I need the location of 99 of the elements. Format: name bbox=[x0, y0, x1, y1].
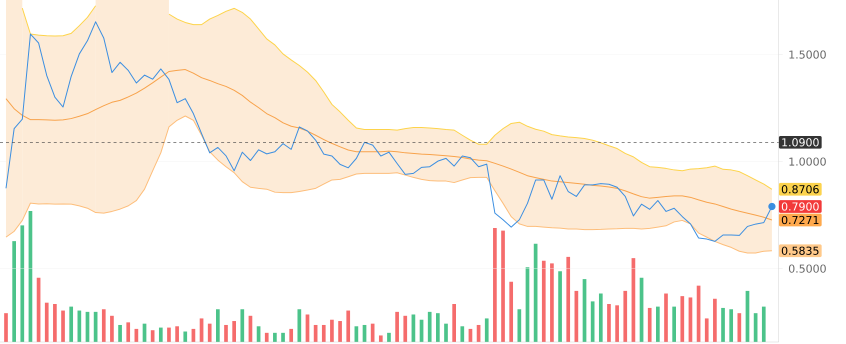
bar bbox=[680, 296, 684, 342]
bar bbox=[436, 313, 440, 342]
bar bbox=[192, 328, 196, 342]
bar bbox=[403, 316, 408, 342]
data-label: 0.7271 bbox=[782, 216, 818, 224]
bar bbox=[256, 326, 260, 342]
bar bbox=[721, 308, 725, 342]
y-tick-label: 1.5000 bbox=[789, 50, 826, 59]
bar bbox=[102, 309, 106, 342]
bar bbox=[12, 241, 16, 342]
bar bbox=[688, 297, 692, 342]
bar bbox=[338, 321, 342, 342]
ref-line-label: 1.0900 bbox=[782, 138, 819, 146]
bar bbox=[762, 306, 766, 342]
bar bbox=[590, 301, 595, 342]
bar bbox=[558, 271, 562, 342]
bar bbox=[428, 312, 432, 342]
bar bbox=[289, 328, 294, 342]
bar bbox=[517, 309, 522, 342]
bar bbox=[501, 230, 505, 342]
bar bbox=[232, 321, 236, 342]
bar bbox=[200, 318, 204, 342]
bar bbox=[664, 294, 668, 342]
bar bbox=[476, 324, 480, 342]
bar bbox=[656, 306, 660, 342]
bar bbox=[314, 324, 318, 342]
bar bbox=[737, 313, 742, 342]
bar bbox=[354, 326, 358, 342]
y-tick-label: 1.0000 bbox=[789, 157, 826, 166]
bar bbox=[468, 328, 472, 342]
bar bbox=[526, 267, 530, 342]
bar bbox=[118, 324, 122, 342]
bar bbox=[542, 260, 546, 342]
bar bbox=[623, 290, 628, 342]
data-label: 0.7900 bbox=[782, 202, 819, 211]
bar bbox=[110, 316, 114, 342]
bar bbox=[20, 225, 24, 342]
bar bbox=[167, 328, 171, 342]
bar bbox=[4, 313, 8, 342]
bar bbox=[566, 256, 570, 342]
bar bbox=[550, 263, 554, 342]
bar bbox=[493, 228, 497, 342]
y-tick-label: 0.5000 bbox=[788, 264, 826, 273]
bar bbox=[460, 326, 464, 342]
bar bbox=[615, 305, 619, 342]
bar bbox=[330, 320, 334, 342]
data-label: 0.8706 bbox=[782, 185, 819, 194]
bar bbox=[574, 290, 578, 342]
bar bbox=[534, 244, 538, 342]
bar bbox=[640, 278, 644, 342]
bar bbox=[248, 316, 252, 342]
bar bbox=[134, 328, 138, 342]
bar bbox=[607, 304, 611, 342]
bar bbox=[395, 312, 399, 342]
bar bbox=[44, 302, 49, 342]
bar bbox=[224, 324, 228, 342]
bar bbox=[53, 304, 57, 342]
bar bbox=[582, 279, 586, 342]
bar bbox=[370, 324, 375, 342]
bar bbox=[297, 309, 302, 342]
bar bbox=[86, 312, 90, 342]
bar bbox=[704, 318, 709, 342]
bar bbox=[240, 309, 244, 342]
bar bbox=[175, 326, 179, 342]
bar bbox=[387, 332, 391, 342]
bar bbox=[648, 308, 652, 342]
bar bbox=[322, 324, 326, 342]
bar bbox=[754, 313, 758, 342]
bar bbox=[746, 290, 750, 342]
bar bbox=[346, 310, 350, 342]
bar bbox=[696, 286, 700, 342]
bar bbox=[412, 314, 416, 342]
bar bbox=[126, 322, 130, 342]
bar bbox=[36, 278, 40, 342]
bar bbox=[281, 332, 285, 342]
bar bbox=[208, 324, 212, 342]
bar bbox=[142, 324, 146, 342]
bar bbox=[77, 310, 82, 342]
bar bbox=[94, 312, 98, 342]
bar bbox=[713, 298, 717, 342]
bar bbox=[452, 304, 456, 342]
bar bbox=[598, 294, 603, 342]
bar bbox=[158, 328, 163, 342]
bar bbox=[306, 314, 310, 342]
bar bbox=[69, 306, 74, 342]
bar bbox=[632, 258, 636, 342]
bar bbox=[672, 306, 676, 342]
bar bbox=[729, 309, 734, 342]
bar bbox=[362, 324, 366, 342]
bar bbox=[509, 282, 514, 342]
bar bbox=[28, 210, 32, 342]
bar bbox=[183, 332, 188, 342]
bar bbox=[216, 309, 220, 342]
bar bbox=[420, 320, 424, 342]
bar bbox=[484, 318, 489, 342]
bar bbox=[61, 310, 65, 342]
bar bbox=[444, 324, 448, 342]
bar bbox=[150, 330, 155, 342]
data-label: 0.5835 bbox=[782, 246, 818, 255]
